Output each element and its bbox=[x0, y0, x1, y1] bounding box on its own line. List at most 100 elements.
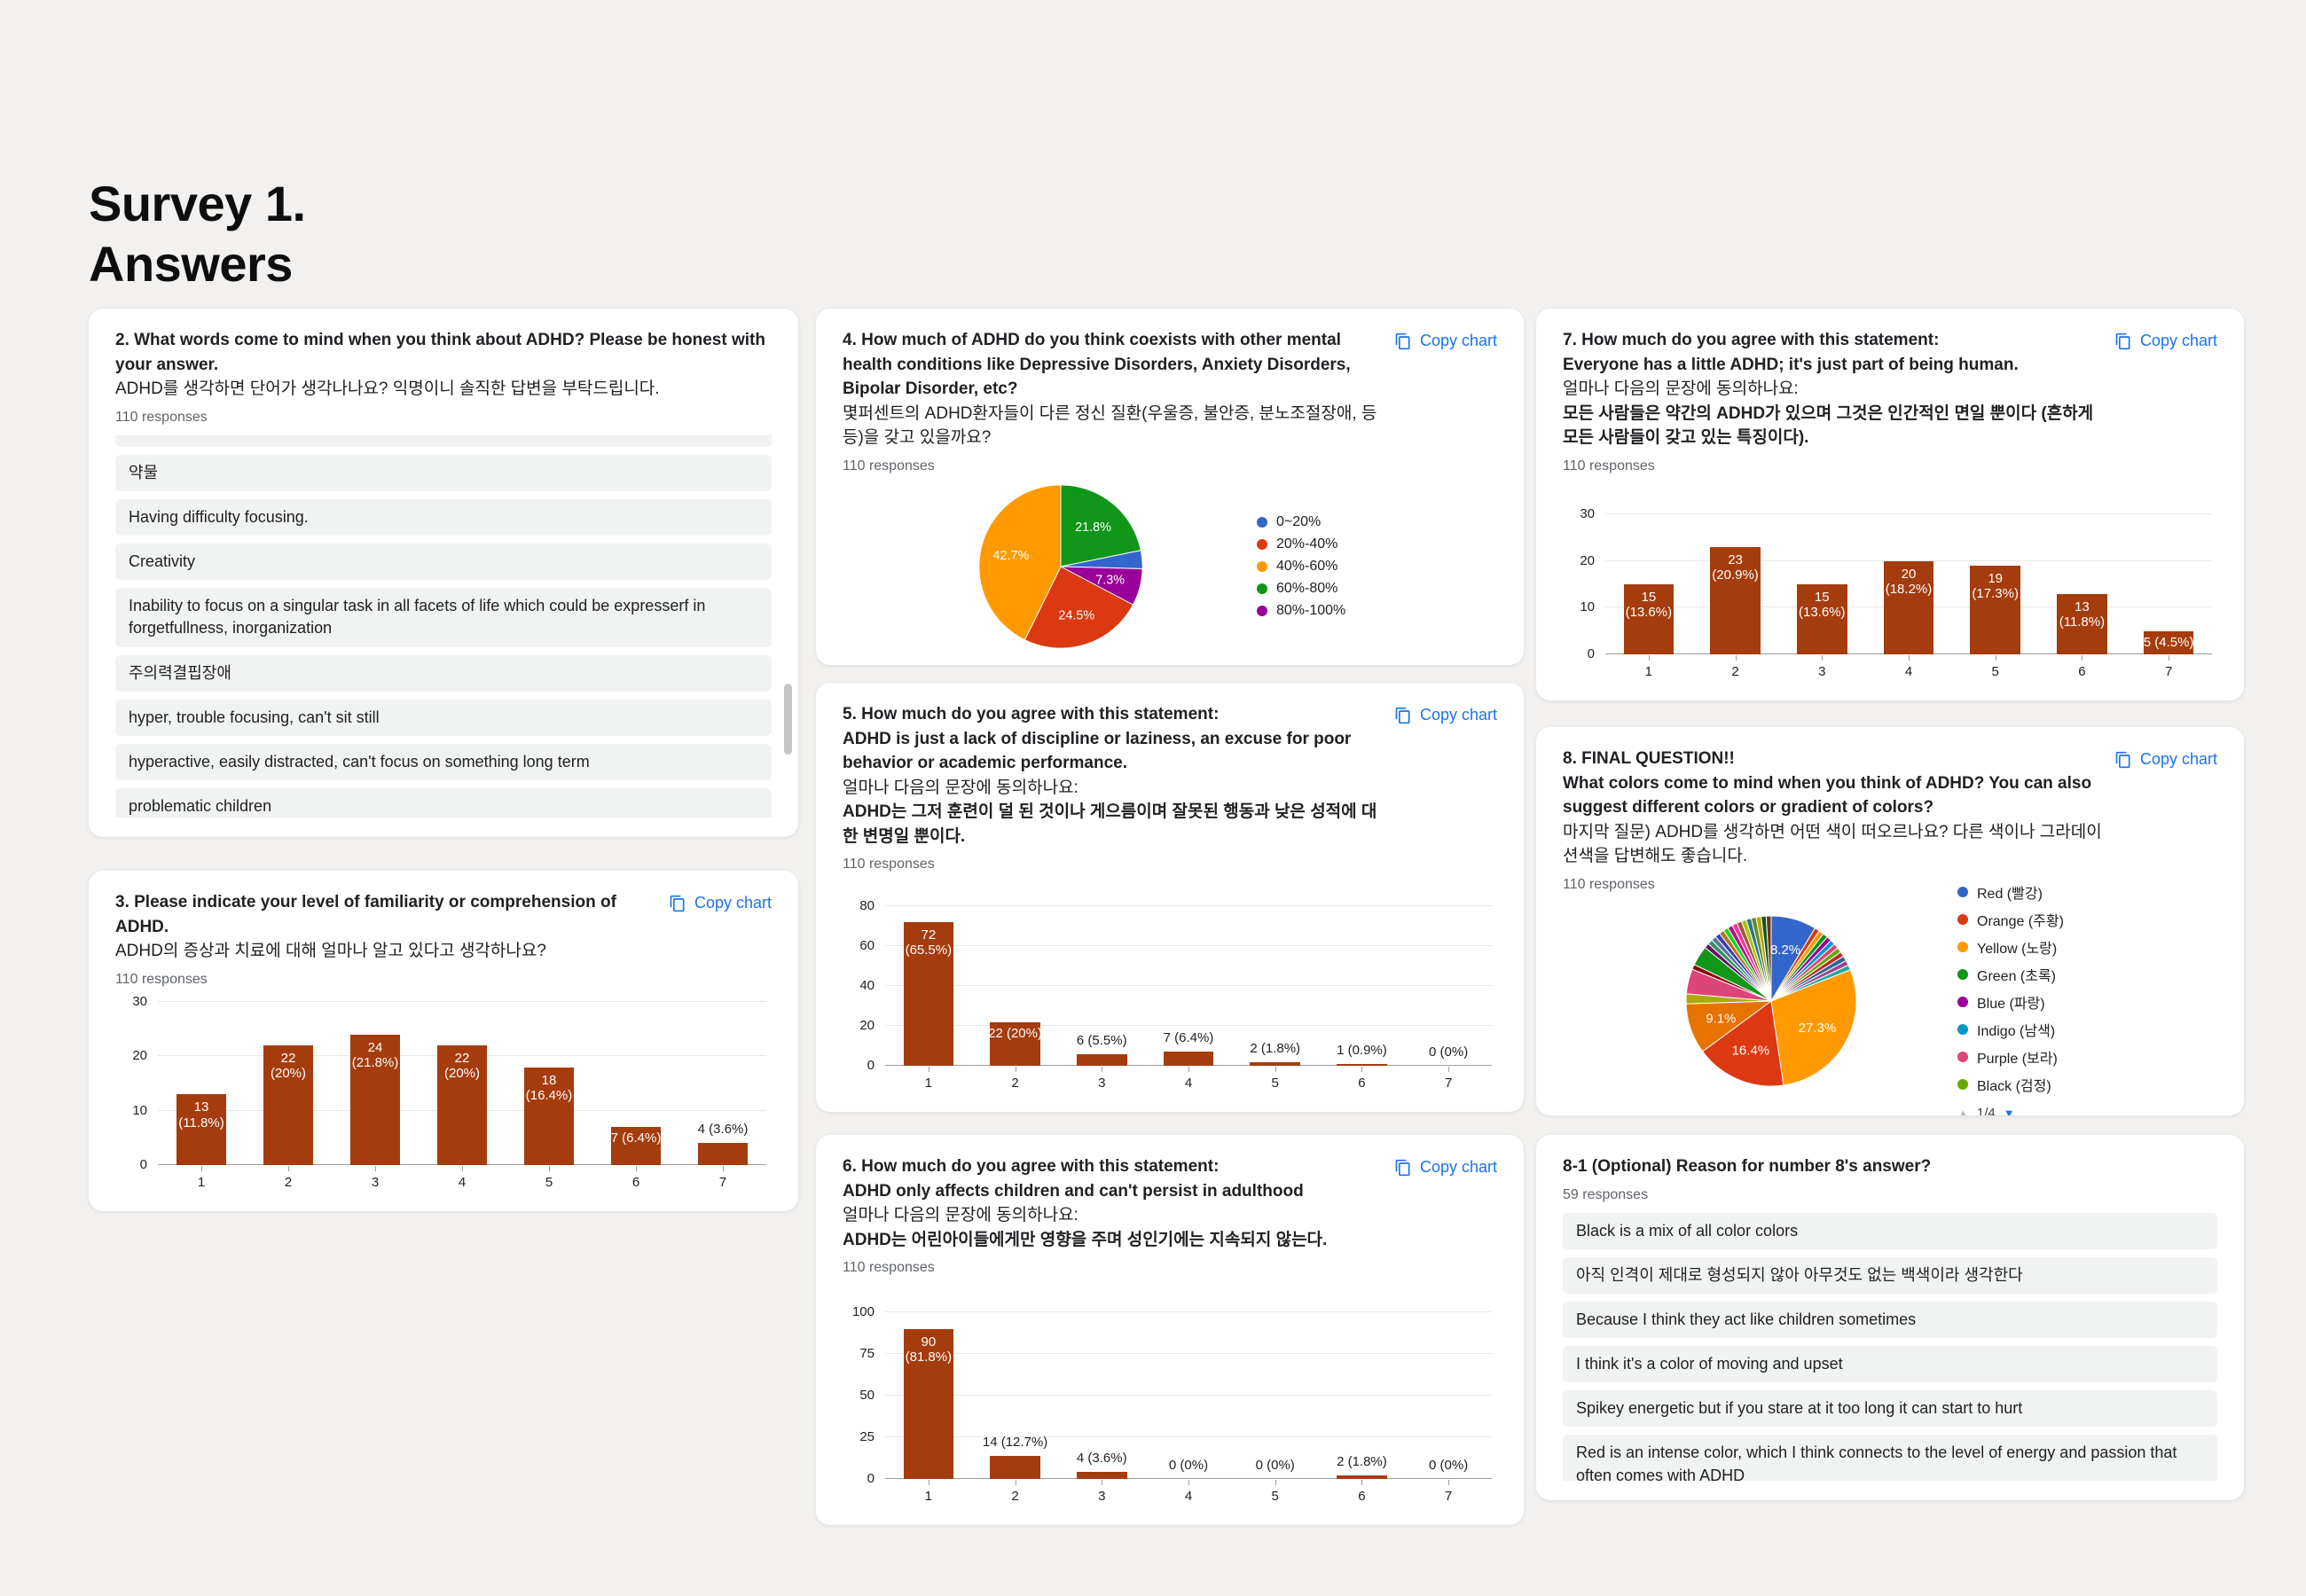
question-title: 6. How much do you agree with this state… bbox=[843, 1157, 1220, 1176]
pie-slice bbox=[1024, 566, 1134, 649]
bar-value-label: 0 (0%) bbox=[1429, 1458, 1469, 1473]
x-axis-label: 5 bbox=[1991, 664, 1999, 679]
question-header: 4. How much of ADHD do you think coexist… bbox=[843, 328, 1497, 479]
legend-color-dot bbox=[1257, 583, 1267, 594]
bar bbox=[176, 1094, 227, 1165]
bar bbox=[523, 1067, 575, 1165]
axis-tick bbox=[1648, 655, 1650, 661]
question-statement-ko: 모든 사람들은 약간의 ADHD가 있으며 그것은 인간적인 면일 뿐이다 (흔… bbox=[1563, 403, 2094, 448]
x-axis-label: 1 bbox=[197, 1175, 206, 1190]
pie-slice bbox=[1765, 915, 1772, 1002]
answer-row: Black is a mix of all color colors bbox=[1563, 1212, 2217, 1249]
bar bbox=[1250, 1061, 1301, 1066]
x-axis-label: 1 bbox=[924, 1489, 933, 1504]
legend-item: 80%-100% bbox=[1257, 603, 1345, 619]
pie-slice bbox=[1701, 1000, 1784, 1087]
copy-chart-button[interactable]: Copy chart bbox=[1389, 1154, 1502, 1180]
axis-tick bbox=[1188, 1480, 1189, 1485]
question-title: 2. What words come to mind when you thin… bbox=[115, 331, 765, 374]
legend-color-dot bbox=[1257, 560, 1267, 572]
question-header: 3. Please indicate your level of familia… bbox=[115, 890, 772, 992]
card-question-2: 2. What words come to mind when you thin… bbox=[89, 309, 798, 837]
question-header: 6. How much do you agree with this state… bbox=[843, 1154, 1497, 1280]
bar-value-label: 5 (4.5%) bbox=[2143, 634, 2194, 650]
answer-list[interactable]: Black is a mix of all color colors 아직 인격이… bbox=[1563, 1212, 2217, 1481]
legend-color-dot bbox=[1257, 516, 1267, 528]
bar bbox=[1163, 1052, 1214, 1066]
x-axis-label: 1 bbox=[924, 1076, 933, 1091]
pie-chart-area: 8.2% 27.3% 16.4% 9.1% Red (빨강) Orange (주황) Ye… bbox=[1563, 887, 2217, 1115]
bar bbox=[1883, 560, 1934, 654]
axis-tick bbox=[1361, 1480, 1363, 1485]
x-axis-label: 7 bbox=[2164, 664, 2173, 679]
bar-value-label: 22 (20%) bbox=[270, 1051, 306, 1082]
answer-row: Spikey energetic but if you stare at it … bbox=[1563, 1390, 2217, 1428]
chart-legend: 0~20% 20%-40% 40%-60% 60%-80% 80%-100% bbox=[1257, 514, 1345, 619]
y-axis-label: 40 bbox=[859, 978, 875, 993]
bar bbox=[903, 1328, 954, 1479]
legend-label: 60%-80% bbox=[1276, 580, 1338, 596]
answer-row: Because I think they act like children s… bbox=[1563, 1301, 2217, 1339]
copy-chart-button[interactable]: Copy chart bbox=[2109, 747, 2223, 772]
question-statement: ADHD is just a lack of discipline or laz… bbox=[843, 729, 1352, 773]
response-count: 110 responses bbox=[843, 458, 935, 473]
gridline bbox=[1605, 559, 2212, 561]
x-axis-label: 6 bbox=[1358, 1076, 1366, 1091]
legend-page-down-arrow[interactable]: ▼ bbox=[2003, 1107, 2015, 1115]
card-question-8-1: 8-1 (Optional) Reason for number 8's ans… bbox=[1536, 1135, 2244, 1500]
page-title-line2: Answers bbox=[89, 235, 293, 292]
pie-slice bbox=[1770, 969, 1857, 1086]
pie-chart-area: 21.8% 7.3% 24.5% 42.7% 0~20% 20%-40% 40%-60% 6… bbox=[843, 479, 1497, 654]
bar bbox=[990, 1455, 1040, 1479]
question-title: 5. How much do you agree with this state… bbox=[843, 705, 1220, 724]
bar-chart: 0 25 50 75 100 90 (81.8%) 1 14 (12.7%) 2 4 (3.6%) 3… bbox=[843, 1304, 1497, 1506]
x-axis-label: 3 bbox=[1098, 1489, 1106, 1504]
bar bbox=[349, 1034, 401, 1165]
y-axis-label: 0 bbox=[867, 1471, 875, 1486]
y-axis-label: 0 bbox=[139, 1157, 147, 1172]
legend-color-dot bbox=[1957, 1052, 1968, 1062]
legend-item: Indigo (남색) bbox=[1957, 1019, 2064, 1040]
x-axis-label: 6 bbox=[2078, 664, 2086, 679]
copy-icon bbox=[2115, 751, 2130, 768]
bar-value-label: 13 (11.8%) bbox=[178, 1099, 224, 1130]
card-question-4: Copy chart 4. How much of ADHD do you th… bbox=[816, 309, 1524, 665]
copy-chart-button[interactable]: Copy chart bbox=[2109, 328, 2223, 354]
pie-chart: 8.2% 27.3% 16.4% 9.1% bbox=[1682, 912, 1860, 1090]
legend-label: Purple (보라) bbox=[1977, 1052, 2058, 1067]
page-title-line1: Survey 1. bbox=[89, 175, 306, 231]
legend-color-dot bbox=[1257, 538, 1267, 550]
pie-chart: 21.8% 7.3% 24.5% 42.7% bbox=[976, 481, 1146, 652]
copy-chart-button[interactable]: Copy chart bbox=[663, 890, 777, 916]
x-axis-label: 5 bbox=[1271, 1489, 1279, 1504]
question-subtitle-ko: ADHD의 증상과 치료에 대해 얼마나 알고 있다고 생각하나요? bbox=[115, 942, 546, 961]
bar bbox=[1623, 584, 1675, 654]
y-axis-label: 50 bbox=[859, 1388, 875, 1403]
question-title: 7. How much do you agree with this state… bbox=[1563, 331, 1940, 349]
answer-row: Red is an intense color, which I think c… bbox=[1563, 1435, 2217, 1481]
x-axis-label: 5 bbox=[545, 1175, 553, 1190]
y-axis-label: 0 bbox=[867, 1058, 875, 1073]
legend-label: Yellow (노랑) bbox=[1977, 942, 2058, 957]
legend-page-up-arrow[interactable]: ▲ bbox=[1957, 1107, 1969, 1115]
question-subtitle-ko: 얼마나 다음의 문장에 동의하나요: bbox=[843, 778, 1078, 797]
copy-chart-button[interactable]: Copy chart bbox=[1389, 328, 1502, 354]
bar bbox=[1337, 1475, 1387, 1479]
y-axis-label: 30 bbox=[1580, 506, 1595, 521]
answer-list[interactable]: 약물 Having difficulty focusing. Creativity I… bbox=[115, 434, 772, 818]
response-count: 110 responses bbox=[115, 971, 208, 987]
copy-chart-label: Copy chart bbox=[1419, 332, 1497, 349]
scrollbar-thumb[interactable] bbox=[784, 683, 792, 755]
scrollbar-track[interactable] bbox=[783, 490, 792, 823]
legend-column: Red (빨강) Orange (주황) Yellow (노랑) Green (초록)… bbox=[1957, 881, 2064, 1115]
copy-chart-label: Copy chart bbox=[1419, 706, 1497, 724]
bar-value-label: 1 (0.9%) bbox=[1337, 1042, 1387, 1058]
copy-icon bbox=[670, 895, 685, 911]
bar-value-label: 6 (5.5%) bbox=[1076, 1032, 1127, 1048]
legend-color-dot bbox=[1957, 997, 1968, 1007]
copy-chart-button[interactable]: Copy chart bbox=[1389, 702, 1502, 728]
pie-slice-label: 42.7% bbox=[992, 549, 1029, 563]
bar-value-label: 0 (0%) bbox=[1429, 1044, 1469, 1060]
axis-tick bbox=[1361, 1067, 1363, 1072]
question-statement-ko: ADHD는 그저 훈련이 덜 된 것이나 게으름이며 잘못된 행동과 낮은 성적… bbox=[843, 802, 1377, 846]
